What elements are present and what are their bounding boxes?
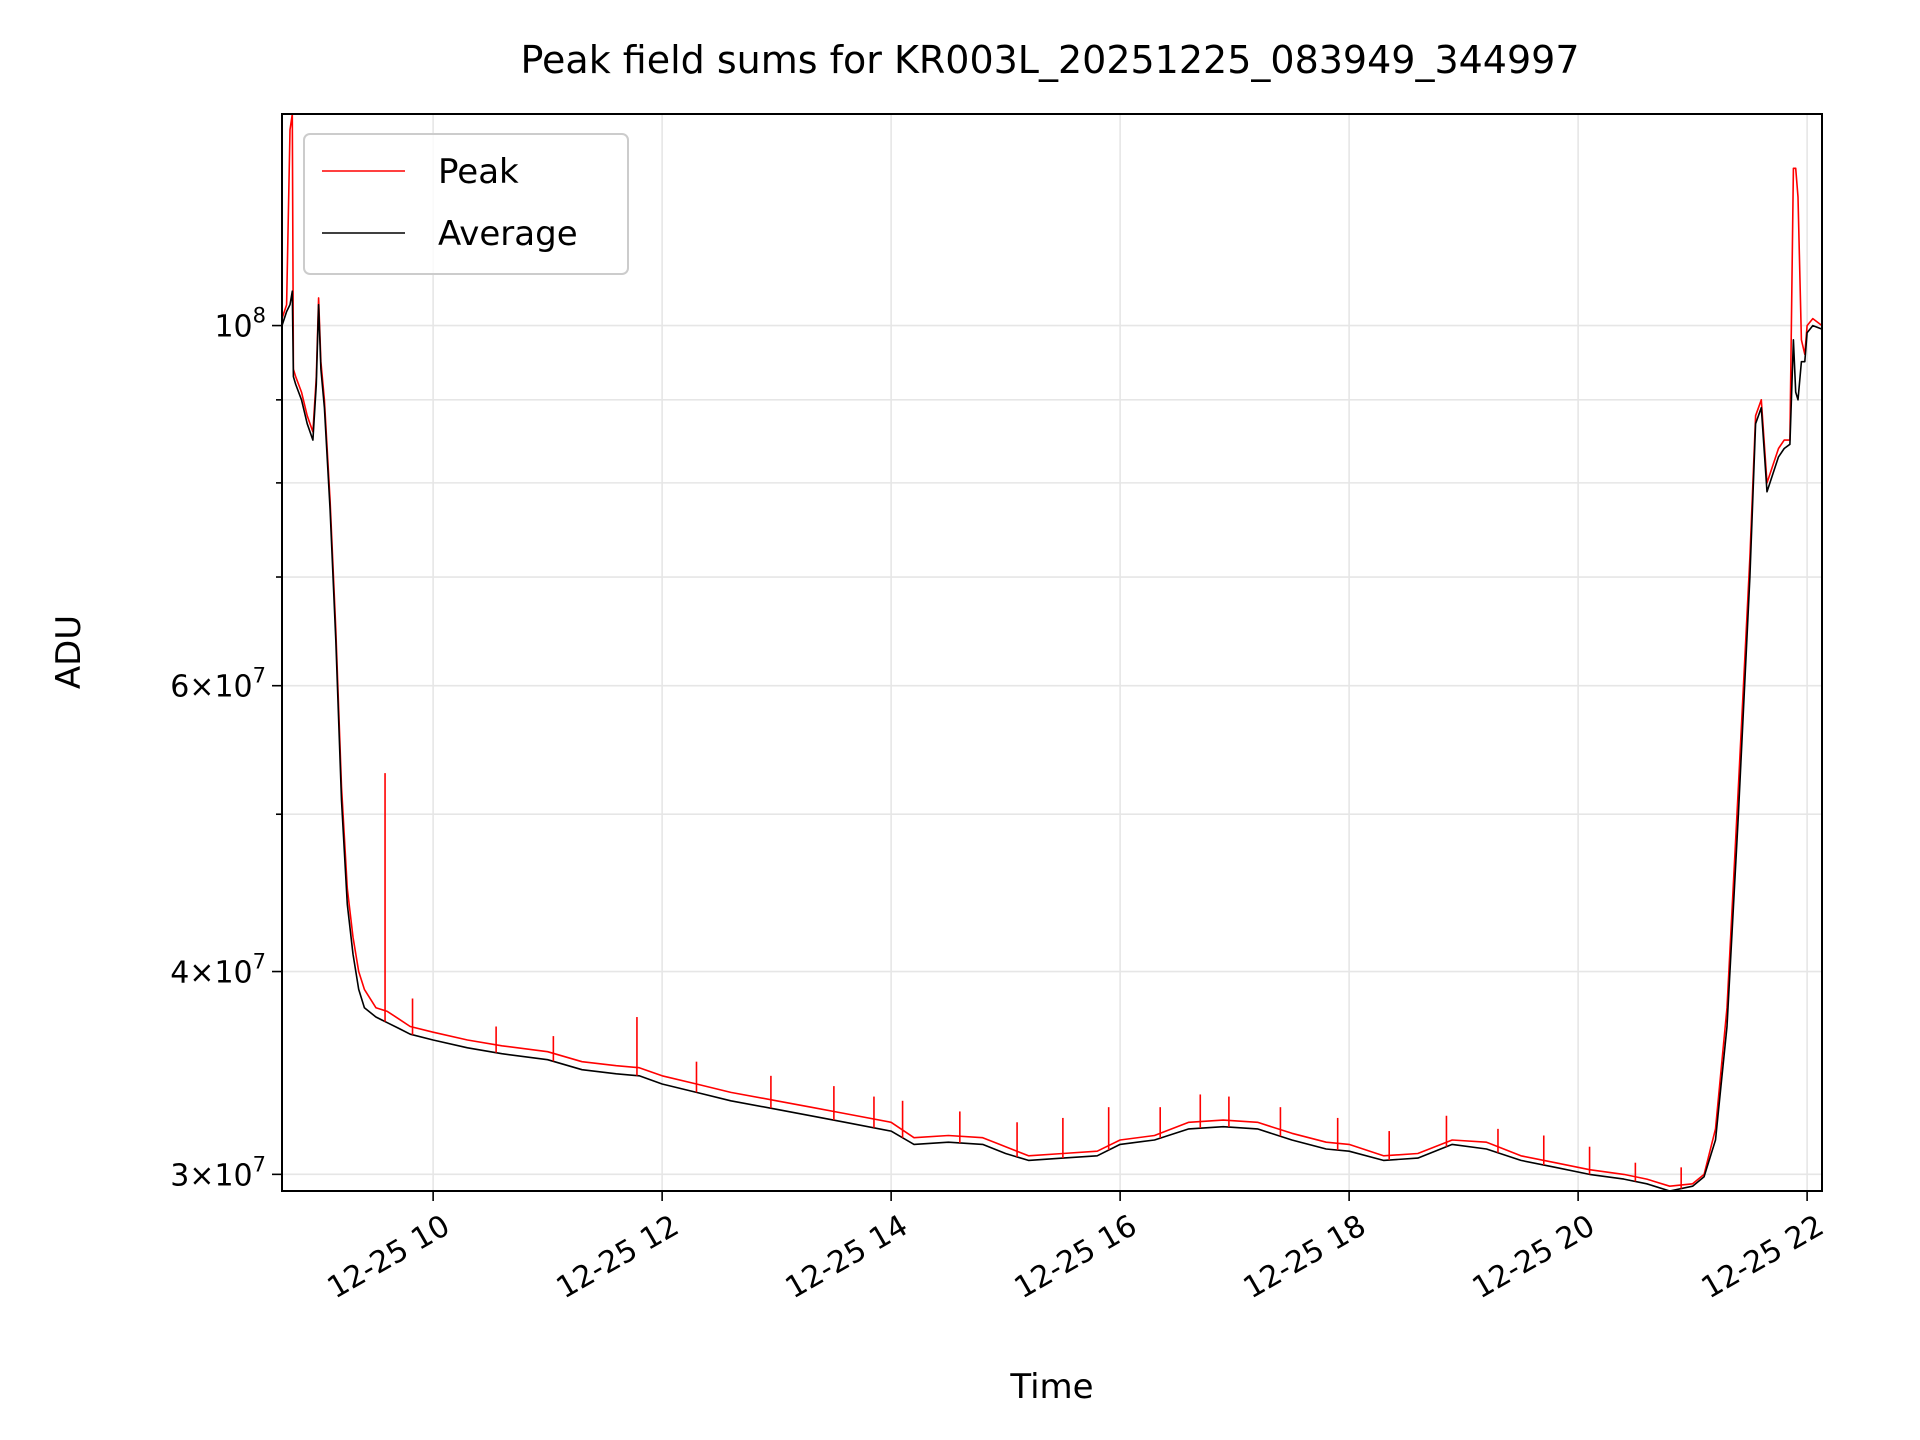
y-axis-label: ADU [49,615,89,689]
chart-title: Peak field sums for KR003L_20251225_0839… [520,38,1579,82]
x-axis-label: Time [1009,1367,1093,1407]
legend-box [303,133,629,275]
series-layer [282,114,1822,1191]
legend-label-peak: Peak [438,152,519,192]
grid-lines [282,114,1822,1191]
legend-label-average: Average [438,214,578,254]
series-line-average [282,290,1822,1191]
y-tick-label: 4×107 [170,950,266,991]
y-tick-label: 3×107 [170,1152,266,1193]
plot-frame [281,113,1823,1192]
y-tick-label: 6×107 [170,664,266,705]
legend: Peak Average [303,133,629,275]
